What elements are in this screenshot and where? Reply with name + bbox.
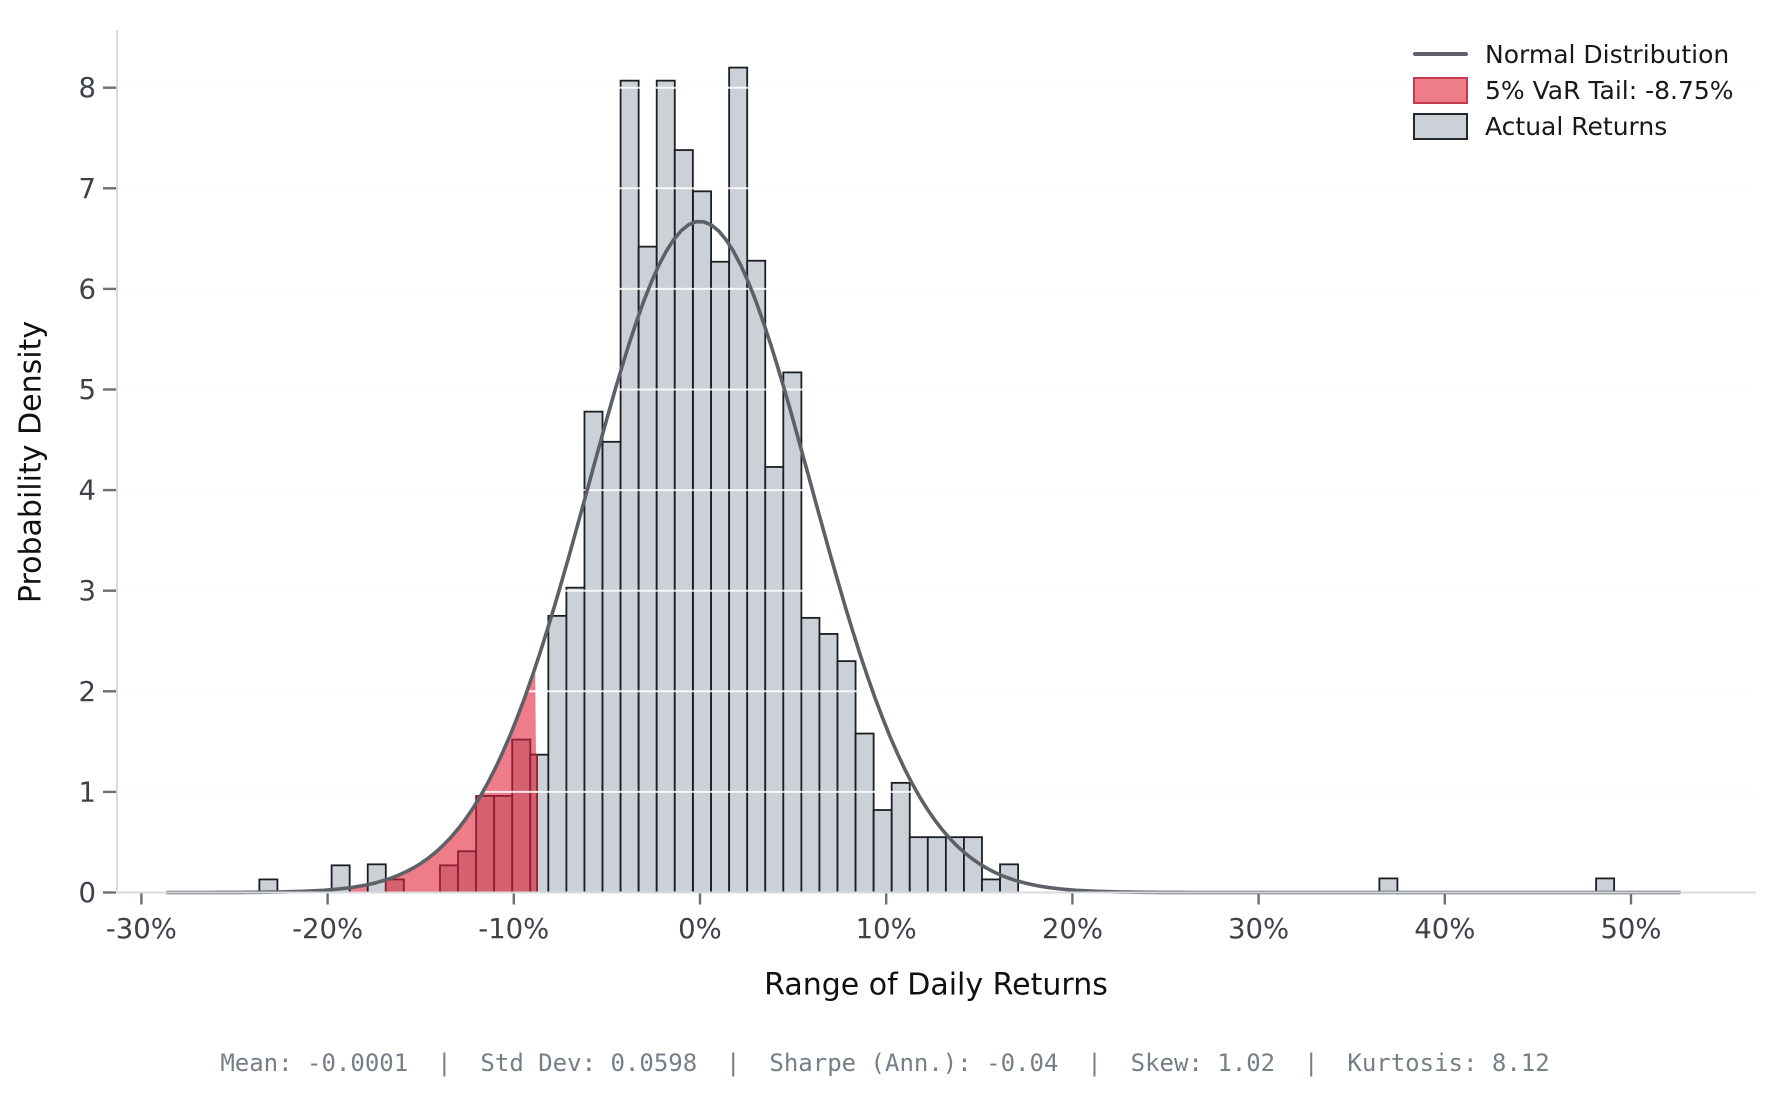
y-tick-label: 3 — [79, 575, 97, 607]
histogram-bar — [872, 809, 893, 894]
histogram-bar-tail — [493, 795, 514, 894]
x-tick-label: 0% — [678, 913, 722, 945]
var-tail-patch-swatch — [1413, 76, 1468, 104]
histogram-bar — [692, 190, 712, 894]
histogram-bar-tail — [384, 878, 405, 894]
histogram-bar — [655, 79, 676, 894]
histogram-bar-tail — [439, 864, 459, 894]
legend-item-var-tail: 5% VaR Tail: -8.75% — [1413, 72, 1734, 108]
histogram-bar-tail-part — [529, 753, 538, 894]
stats-footer: Mean: -0.0001 | Std Dev: 0.0598 | Sharpe… — [220, 1049, 1550, 1077]
legend-label: Normal Distribution — [1485, 39, 1730, 69]
histogram-bar-tail — [475, 795, 496, 894]
x-tick-label: -30% — [106, 913, 177, 945]
histogram-bar — [728, 66, 749, 894]
histogram-bar — [818, 633, 839, 894]
histogram-bar — [710, 260, 731, 894]
actual-returns-patch-swatch — [1413, 112, 1468, 140]
histogram-bar — [601, 440, 622, 894]
histogram-bar-tail — [457, 850, 477, 894]
x-tick-label: 50% — [1600, 913, 1661, 945]
legend-gray-swatch-wrap — [1413, 112, 1468, 140]
histogram-bar — [764, 466, 785, 894]
y-tick-label: 2 — [79, 676, 97, 708]
normal-distribution-line-swatch — [1413, 52, 1468, 56]
y-tick-label: 8 — [79, 72, 97, 104]
x-tick-label: 20% — [1042, 913, 1103, 945]
x-tick-label: 30% — [1228, 913, 1289, 945]
legend-line-swatch-wrap — [1413, 52, 1468, 56]
histogram-bar — [782, 371, 803, 894]
y-axis-title: Probability Density — [13, 320, 49, 604]
x-tick-label: 10% — [856, 913, 917, 945]
histogram-bar — [366, 863, 387, 894]
histogram-bar — [746, 259, 767, 894]
histogram-bar-tail — [511, 738, 532, 894]
histogram-bar — [1595, 877, 1616, 894]
histogram-bar — [981, 878, 1001, 894]
y-tick-label: 0 — [79, 877, 97, 909]
y-tick-label: 4 — [79, 475, 97, 507]
legend-item-normal-distribution: Normal Distribution — [1413, 36, 1734, 72]
y-tick-label: 7 — [79, 173, 97, 205]
histogram-bar — [619, 79, 640, 894]
legend-red-swatch-wrap — [1413, 76, 1468, 104]
histogram-bar — [637, 245, 658, 894]
legend-label: 5% VaR Tail: -8.75% — [1485, 75, 1734, 105]
x-tick-label: -10% — [478, 913, 549, 945]
histogram-bar — [565, 586, 586, 894]
histogram-bar — [1378, 877, 1399, 894]
legend-label: Actual Returns — [1485, 111, 1668, 141]
histogram-bar — [800, 616, 821, 894]
histogram-bar — [854, 732, 875, 894]
histogram-bar — [547, 614, 568, 894]
y-tick-label: 6 — [79, 273, 97, 305]
x-axis-title: Range of Daily Returns — [764, 967, 1108, 1003]
histogram-bar — [673, 149, 694, 894]
y-tick-label: 1 — [79, 776, 97, 808]
legend: Normal Distribution 5% VaR Tail: -8.75% … — [1413, 36, 1734, 144]
histogram-bar — [836, 660, 857, 894]
histogram-bar — [926, 836, 947, 894]
legend-item-actual-returns: Actual Returns — [1413, 108, 1734, 144]
x-tick-label: -20% — [292, 913, 363, 945]
y-tick-label: 5 — [79, 374, 97, 406]
histogram-bar — [908, 836, 929, 894]
x-tick-label: 40% — [1414, 913, 1475, 945]
histogram-bar — [890, 781, 911, 894]
